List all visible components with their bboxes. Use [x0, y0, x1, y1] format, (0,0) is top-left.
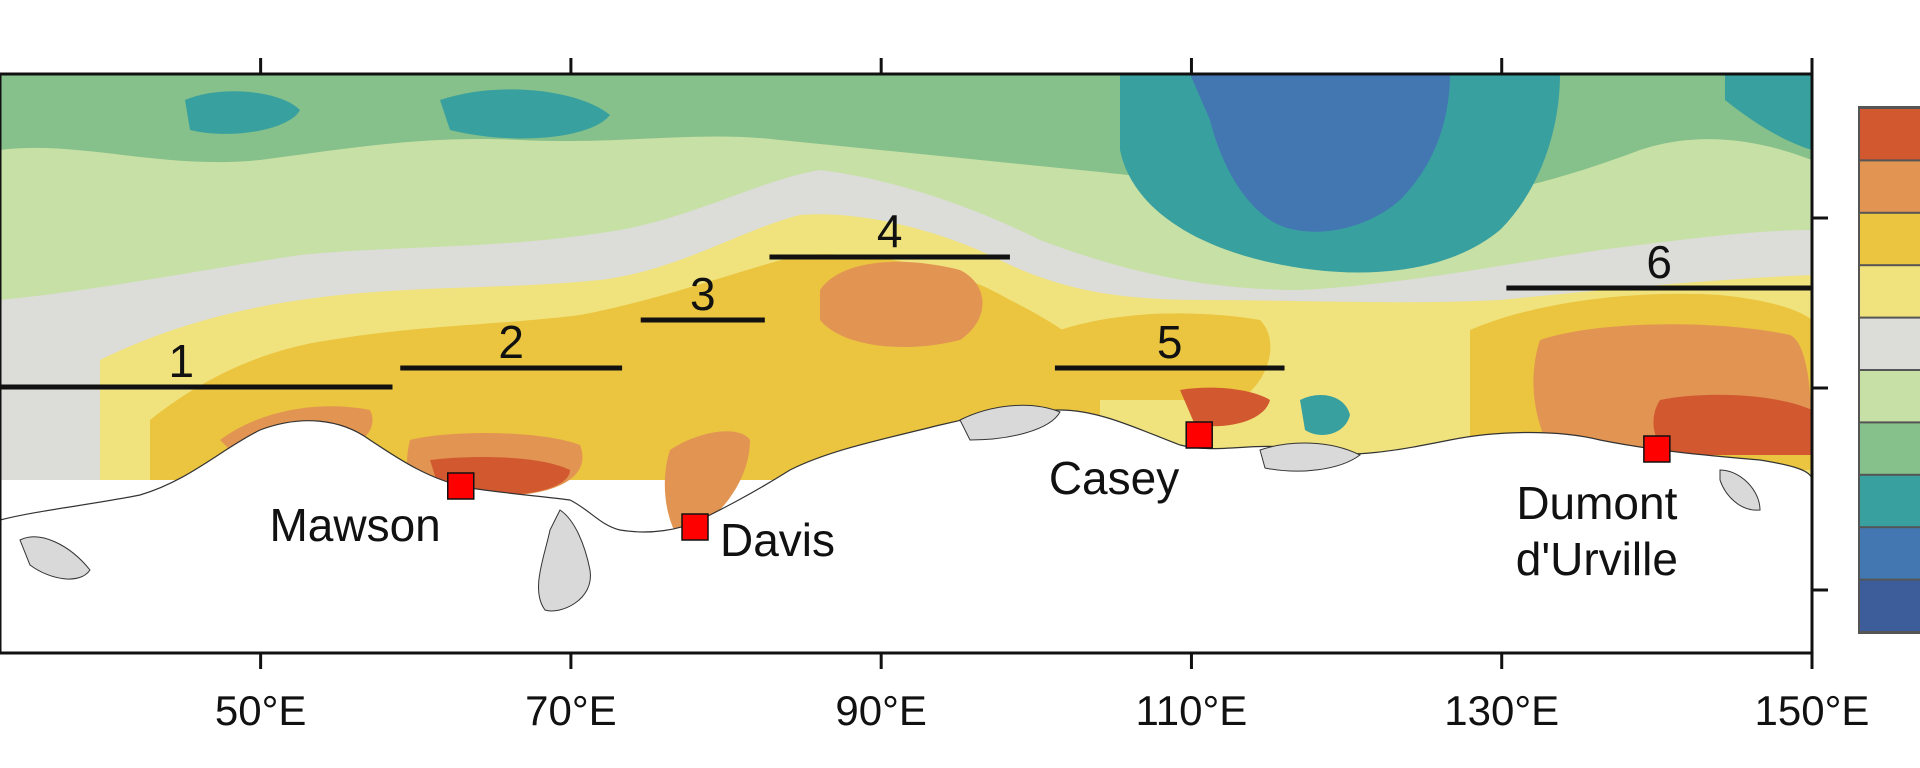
western-ice-shelf: [19, 536, 91, 580]
x-tick-label: 150°E: [1755, 687, 1870, 734]
transect-label-6: 6: [1646, 236, 1672, 288]
ocean-teal-coastal: [1300, 395, 1350, 435]
ocean-gold-band-casey: [1060, 313, 1271, 400]
colorbar-swatch: [1860, 423, 1920, 474]
colorbar-swatch: [1860, 318, 1920, 369]
x-tick-label: 90°E: [835, 687, 927, 734]
station-marker: [1185, 421, 1213, 449]
ocean-orange-patch-davis: [664, 431, 750, 540]
colorbar-swatch: [1860, 213, 1920, 265]
colorbar-swatch: [1860, 580, 1920, 631]
transect-label-3: 3: [690, 268, 716, 320]
transect-label-2: 2: [498, 316, 524, 368]
station-label: Dumont d'Urville: [1516, 477, 1678, 585]
ocean-blue-region: [1190, 74, 1450, 232]
west-ice-shelf: [959, 404, 1061, 441]
transects-layer: 1 2 3 4 5 6: [0, 205, 1812, 390]
station-label: Davis: [720, 514, 835, 566]
shackleton-ice-shelf: [1259, 442, 1361, 472]
transect-label-1: 1: [168, 335, 194, 387]
colorbar: [1858, 106, 1920, 634]
colorbar-swatch: [1860, 161, 1920, 212]
x-tick-label: 130°E: [1444, 687, 1559, 734]
colorbar-swatch: [1860, 528, 1920, 579]
ocean-orange-patch-4: [820, 261, 983, 348]
map-frame: [0, 72, 1814, 655]
amery-ice-shelf: [538, 509, 591, 612]
ocean-teal-patch-east: [1725, 74, 1812, 150]
colorbar-swatch: [1860, 371, 1920, 422]
ocean-teal-patch-west: [185, 91, 300, 134]
x-tick-label: 110°E: [1136, 687, 1248, 734]
station-marker: [1643, 435, 1671, 463]
station-label: Casey: [1049, 452, 1179, 504]
colorbar-swatch: [1860, 475, 1920, 527]
x-tick-label: 50°E: [215, 687, 307, 734]
station-marker: [681, 513, 709, 541]
antarctic-land: [0, 409, 1813, 654]
stations-layer: Mawson Davis Casey Dumont d'Urville: [269, 421, 1678, 585]
colorbar-swatch: [1860, 109, 1920, 160]
colorbar-swatch: [1860, 266, 1920, 317]
ocean-red-patch-casey: [1180, 387, 1270, 427]
map-area: [0, 74, 1813, 654]
transect-label-5: 5: [1157, 316, 1183, 368]
frame-ticks: [1812, 216, 1828, 592]
transect-label-4: 4: [877, 205, 903, 257]
east-ice-tongue: [1719, 469, 1761, 511]
station-marker: [447, 472, 475, 500]
x-tick-label: 70°E: [525, 687, 617, 734]
ocean-red-patch-east: [1653, 394, 1812, 455]
station-label: Mawson: [269, 499, 440, 551]
ocean-teal-patch-mid: [440, 89, 610, 139]
